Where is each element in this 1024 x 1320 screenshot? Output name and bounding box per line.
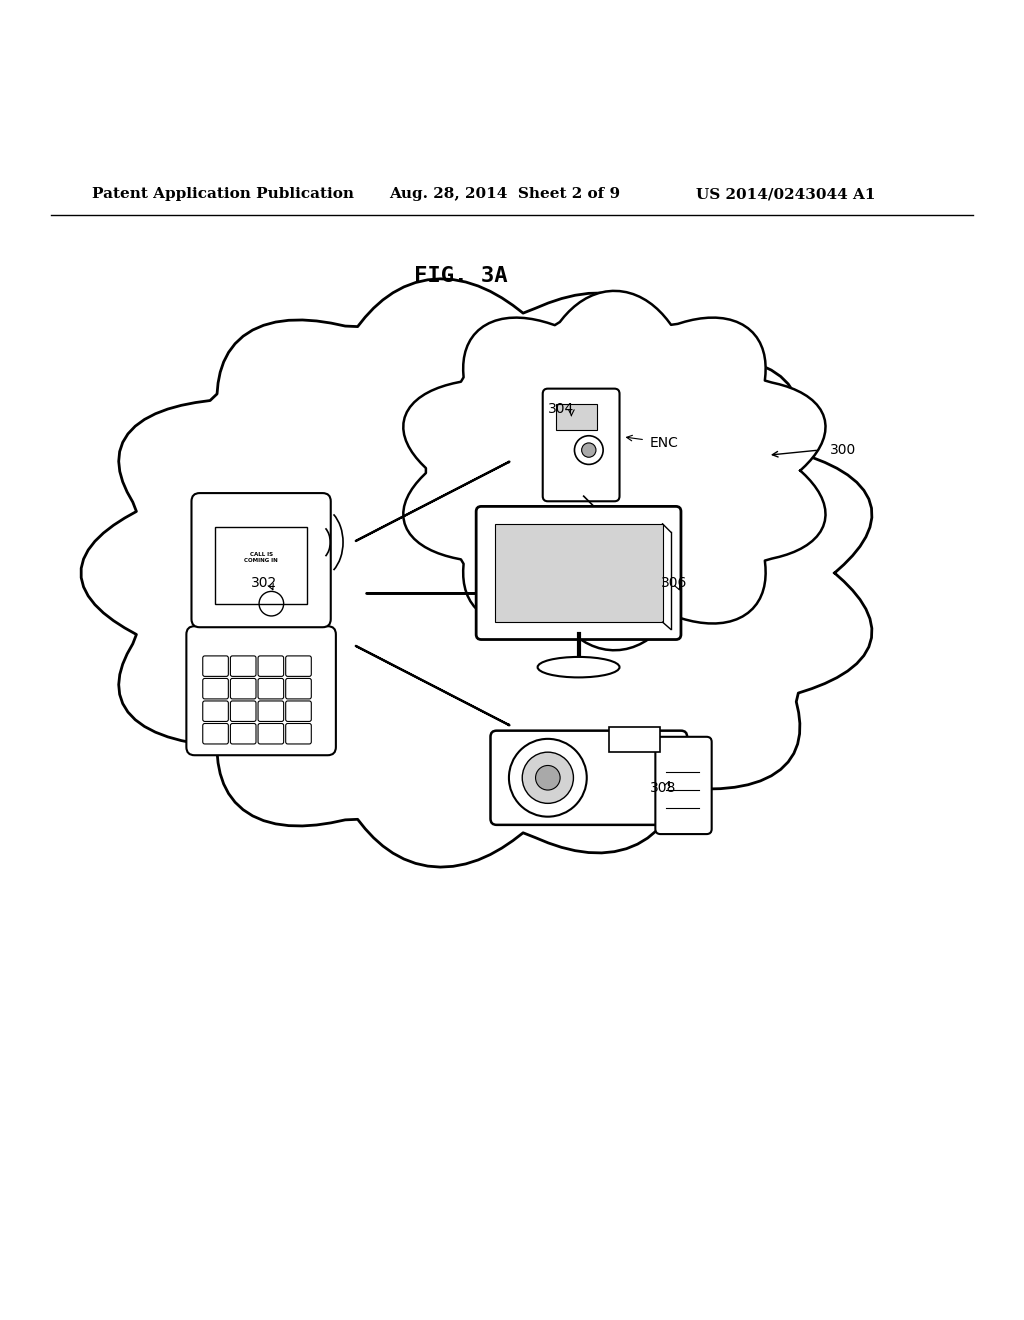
Text: 306: 306	[660, 577, 687, 590]
Circle shape	[582, 444, 596, 457]
FancyBboxPatch shape	[286, 656, 311, 676]
Text: 304: 304	[548, 403, 574, 416]
FancyBboxPatch shape	[258, 678, 284, 698]
Text: 302: 302	[251, 577, 278, 590]
FancyBboxPatch shape	[230, 701, 256, 722]
Text: ENC: ENC	[649, 436, 678, 450]
FancyBboxPatch shape	[286, 678, 311, 698]
Polygon shape	[403, 290, 825, 651]
FancyBboxPatch shape	[230, 656, 256, 676]
Bar	[609, 726, 660, 752]
FancyBboxPatch shape	[286, 701, 311, 722]
Circle shape	[509, 739, 587, 817]
FancyBboxPatch shape	[543, 388, 620, 502]
FancyBboxPatch shape	[203, 678, 228, 698]
Circle shape	[536, 766, 560, 791]
FancyBboxPatch shape	[203, 723, 228, 744]
Text: Aug. 28, 2014  Sheet 2 of 9: Aug. 28, 2014 Sheet 2 of 9	[389, 187, 621, 201]
FancyBboxPatch shape	[203, 701, 228, 722]
Text: US 2014/0243044 A1: US 2014/0243044 A1	[696, 187, 876, 201]
Bar	[495, 524, 663, 622]
Text: FIG. 3A: FIG. 3A	[414, 267, 508, 286]
FancyBboxPatch shape	[286, 723, 311, 744]
Text: 308: 308	[650, 781, 677, 795]
Text: CALL IS
COMING IN: CALL IS COMING IN	[245, 552, 278, 564]
FancyBboxPatch shape	[655, 737, 712, 834]
Ellipse shape	[538, 657, 620, 677]
FancyBboxPatch shape	[258, 701, 284, 722]
FancyBboxPatch shape	[490, 731, 687, 825]
Polygon shape	[81, 279, 871, 867]
Circle shape	[522, 752, 573, 804]
Bar	[556, 404, 597, 429]
FancyBboxPatch shape	[230, 723, 256, 744]
Bar	[215, 527, 307, 603]
FancyBboxPatch shape	[230, 678, 256, 698]
FancyBboxPatch shape	[191, 494, 331, 627]
FancyBboxPatch shape	[476, 507, 681, 639]
FancyBboxPatch shape	[258, 723, 284, 744]
FancyBboxPatch shape	[203, 656, 228, 676]
FancyBboxPatch shape	[258, 656, 284, 676]
Circle shape	[607, 576, 632, 601]
Text: 300: 300	[829, 444, 856, 457]
Text: Patent Application Publication: Patent Application Publication	[92, 187, 354, 201]
Circle shape	[638, 579, 663, 603]
FancyBboxPatch shape	[186, 626, 336, 755]
